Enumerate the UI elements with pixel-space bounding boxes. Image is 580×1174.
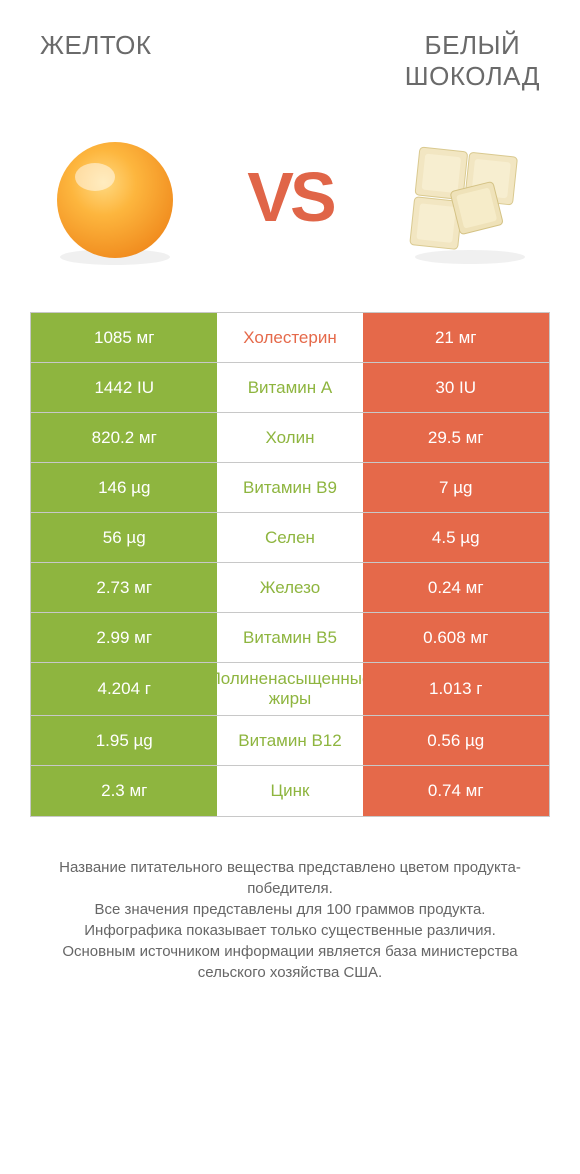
footer-line: Название питательного вещества представл…	[34, 857, 546, 899]
footer-line: Основным источником информации является …	[34, 941, 546, 983]
cell-right-value: 7 µg	[363, 463, 549, 512]
title-left: ЖЕЛТОК	[40, 30, 152, 61]
cell-left-value: 56 µg	[31, 513, 217, 562]
table-row: 56 µgСелен4.5 µg	[31, 513, 549, 563]
cell-nutrient-label: Витамин B9	[217, 463, 362, 512]
cell-right-value: 30 IU	[363, 363, 549, 412]
table-row: 146 µgВитамин B97 µg	[31, 463, 549, 513]
cell-nutrient-label: Селен	[217, 513, 362, 562]
title-right-line1: БЕЛЫЙ	[405, 30, 540, 61]
table-row: 1085 мгХолестерин21 мг	[31, 313, 549, 363]
footer-line: Инфографика показывает только существенн…	[34, 920, 546, 941]
cell-left-value: 1085 мг	[31, 313, 217, 362]
cell-nutrient-label: Холин	[217, 413, 362, 462]
cell-nutrient-label: Витамин B12	[217, 716, 362, 765]
hero-row: VS	[30, 102, 550, 312]
header: ЖЕЛТОК БЕЛЫЙ ШОКОЛАД	[30, 30, 550, 102]
cell-left-value: 1.95 µg	[31, 716, 217, 765]
cell-right-value: 0.24 мг	[363, 563, 549, 612]
table-row: 4.204 гПолиненасыщенные жиры1.013 г	[31, 663, 549, 716]
yolk-icon	[40, 122, 190, 272]
cell-right-value: 0.608 мг	[363, 613, 549, 662]
footer-note: Название питательного вещества представл…	[30, 857, 550, 983]
cell-right-value: 0.74 мг	[363, 766, 549, 816]
cell-left-value: 2.3 мг	[31, 766, 217, 816]
cell-nutrient-label: Железо	[217, 563, 362, 612]
table-row: 1.95 µgВитамин B120.56 µg	[31, 716, 549, 766]
cell-left-value: 146 µg	[31, 463, 217, 512]
cell-nutrient-label: Полиненасыщенные жиры	[217, 663, 362, 715]
title-right: БЕЛЫЙ ШОКОЛАД	[405, 30, 540, 92]
cell-right-value: 1.013 г	[363, 663, 549, 715]
cell-right-value: 29.5 мг	[363, 413, 549, 462]
cell-left-value: 820.2 мг	[31, 413, 217, 462]
cell-nutrient-label: Витамин A	[217, 363, 362, 412]
table-row: 820.2 мгХолин29.5 мг	[31, 413, 549, 463]
cell-right-value: 21 мг	[363, 313, 549, 362]
cell-right-value: 4.5 µg	[363, 513, 549, 562]
table-row: 2.3 мгЦинк0.74 мг	[31, 766, 549, 816]
footer-line: Все значения представлены для 100 граммо…	[34, 899, 546, 920]
cell-nutrient-label: Холестерин	[217, 313, 362, 362]
comparison-table: 1085 мгХолестерин21 мг1442 IUВитамин A30…	[30, 312, 550, 817]
vs-label: VS	[247, 157, 332, 237]
white-chocolate-icon	[390, 122, 540, 272]
table-row: 2.99 мгВитамин B50.608 мг	[31, 613, 549, 663]
cell-left-value: 1442 IU	[31, 363, 217, 412]
cell-nutrient-label: Витамин B5	[217, 613, 362, 662]
table-row: 1442 IUВитамин A30 IU	[31, 363, 549, 413]
title-right-line2: ШОКОЛАД	[405, 61, 540, 92]
cell-left-value: 2.73 мг	[31, 563, 217, 612]
table-row: 2.73 мгЖелезо0.24 мг	[31, 563, 549, 613]
cell-left-value: 4.204 г	[31, 663, 217, 715]
cell-left-value: 2.99 мг	[31, 613, 217, 662]
cell-right-value: 0.56 µg	[363, 716, 549, 765]
cell-nutrient-label: Цинк	[217, 766, 362, 816]
